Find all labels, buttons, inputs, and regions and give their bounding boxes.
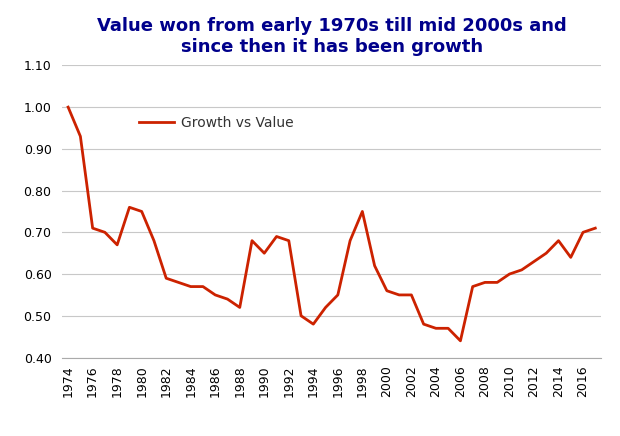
Growth vs Value [162, 276, 170, 281]
Growth vs Value [187, 284, 195, 289]
Growth vs Value [347, 238, 354, 243]
Growth vs Value [298, 313, 305, 318]
Growth vs Value [260, 251, 268, 256]
Growth vs Value [530, 259, 538, 264]
Growth vs Value [383, 288, 391, 293]
Growth vs Value [64, 105, 72, 110]
Growth vs Value [420, 321, 427, 327]
Growth vs Value [371, 263, 378, 268]
Growth vs Value [408, 292, 415, 297]
Line: Growth vs Value: Growth vs Value [68, 107, 595, 341]
Growth vs Value [432, 326, 440, 331]
Legend: Growth vs Value: Growth vs Value [134, 110, 299, 136]
Title: Value won from early 1970s till mid 2000s and
since then it has been growth: Value won from early 1970s till mid 2000… [97, 17, 567, 55]
Growth vs Value [555, 238, 562, 243]
Growth vs Value [457, 338, 464, 344]
Growth vs Value [126, 204, 133, 210]
Growth vs Value [506, 272, 513, 277]
Growth vs Value [469, 284, 476, 289]
Growth vs Value [138, 209, 146, 214]
Growth vs Value [150, 238, 157, 243]
Growth vs Value [89, 225, 96, 231]
Growth vs Value [445, 326, 452, 331]
Growth vs Value [113, 242, 121, 248]
Growth vs Value [236, 305, 244, 310]
Growth vs Value [175, 280, 182, 285]
Growth vs Value [358, 209, 366, 214]
Growth vs Value [542, 251, 550, 256]
Growth vs Value [334, 292, 342, 297]
Growth vs Value [285, 238, 293, 243]
Growth vs Value [309, 321, 317, 327]
Growth vs Value [101, 230, 108, 235]
Growth vs Value [494, 280, 501, 285]
Growth vs Value [518, 267, 525, 272]
Growth vs Value [396, 292, 403, 297]
Growth vs Value [211, 292, 219, 297]
Growth vs Value [248, 238, 255, 243]
Growth vs Value [591, 225, 599, 231]
Growth vs Value [579, 230, 587, 235]
Growth vs Value [224, 296, 231, 302]
Growth vs Value [77, 134, 84, 139]
Growth vs Value [567, 255, 575, 260]
Growth vs Value [322, 305, 329, 310]
Growth vs Value [199, 284, 206, 289]
Growth vs Value [273, 234, 280, 239]
Growth vs Value [481, 280, 489, 285]
